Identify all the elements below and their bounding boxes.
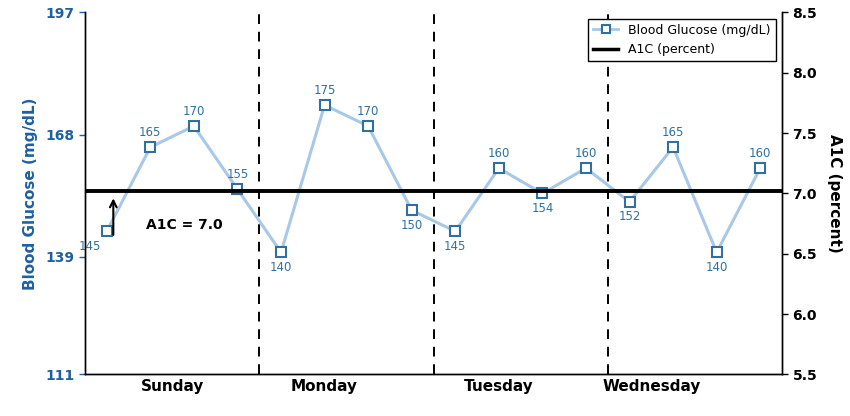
Text: 145: 145 (444, 240, 467, 253)
Text: 165: 165 (662, 126, 684, 139)
Text: 155: 155 (226, 168, 248, 181)
Text: 160: 160 (749, 147, 772, 160)
Text: 152: 152 (618, 210, 641, 223)
Text: 140: 140 (269, 261, 292, 274)
Y-axis label: A1C (percent): A1C (percent) (827, 134, 842, 253)
Text: 165: 165 (139, 126, 162, 139)
Text: 150: 150 (400, 218, 422, 232)
Text: 145: 145 (79, 240, 101, 253)
Text: 160: 160 (488, 147, 510, 160)
Text: A1C = 7.0: A1C = 7.0 (146, 218, 223, 232)
Text: 160: 160 (575, 147, 598, 160)
Y-axis label: Blood Glucose (mg/dL): Blood Glucose (mg/dL) (24, 97, 38, 290)
Legend: Blood Glucose (mg/dL), A1C (percent): Blood Glucose (mg/dL), A1C (percent) (588, 19, 776, 61)
Text: 140: 140 (706, 261, 728, 274)
Text: 154: 154 (531, 202, 553, 215)
Text: 175: 175 (314, 84, 336, 97)
Text: 170: 170 (183, 105, 205, 118)
Text: 170: 170 (357, 105, 379, 118)
